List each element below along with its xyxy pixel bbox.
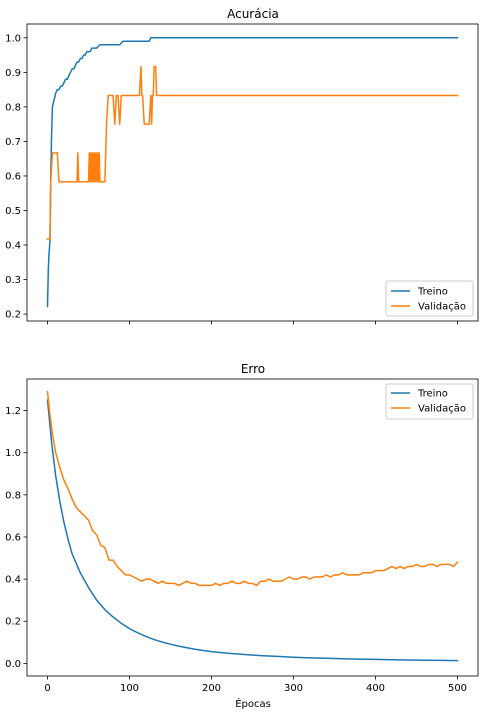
y-tick-label: 0.8 (5, 490, 21, 501)
series-line-validacao (46, 390, 459, 587)
y-tick-label: 0.4 (5, 241, 21, 252)
y-tick-label: 0.4 (5, 575, 21, 586)
ticks: 0 100 200 300 400 500 0.0 0.2 0.4 0.6 0.8 1.0 1.2 (5, 406, 467, 694)
legend: Treino Validação (385, 383, 474, 420)
x-tick-label: 0 (44, 683, 50, 694)
y-tick-label: 0.9 (5, 68, 21, 79)
legend-label-validacao: Validação (418, 404, 466, 415)
y-tick-label: 0.0 (5, 659, 21, 670)
series-lines (46, 390, 459, 662)
axes-frame (26, 378, 479, 677)
accuracy-chart: Acurácia 0.2 0.3 0.4 0.5 0.6 0.7 0.8 0.9 1.0 Tre… (5, 7, 479, 325)
legend-label-treino: Treino (417, 287, 448, 298)
x-axis-label: Épocas (235, 697, 271, 710)
y-tick-label: 1.2 (5, 406, 21, 417)
x-tick-label: 500 (448, 683, 467, 694)
legend-label-validacao: Validação (418, 302, 466, 313)
y-tick-label: 0.6 (5, 171, 21, 182)
legend-label-treino: Treino (417, 389, 448, 400)
x-tick-label: 100 (120, 683, 139, 694)
chart-title: Acurácia (227, 7, 279, 21)
y-tick-label: 1.0 (5, 448, 21, 459)
y-tick-label: 0.2 (5, 310, 21, 321)
legend-box (385, 280, 474, 317)
legend: Treino Validação (385, 280, 474, 317)
series-line-validacao (46, 65, 459, 240)
series-line-treino (46, 399, 459, 662)
series-line-treino (46, 37, 459, 308)
x-tick-label: 400 (366, 683, 385, 694)
x-tick-label: 200 (202, 683, 221, 694)
y-tick-label: 0.2 (5, 617, 21, 628)
x-tick-label: 300 (284, 683, 303, 694)
y-tick-label: 0.3 (5, 275, 21, 286)
y-tick-label: 0.5 (5, 206, 21, 217)
y-tick-label: 0.6 (5, 532, 21, 543)
loss-chart: Erro 0 100 200 300 400 500 0.0 0.2 0.4 0.6 0.8 1.0 1… (5, 362, 479, 710)
chart-title: Erro (241, 362, 265, 376)
axes-frame (26, 23, 479, 322)
ticks: 0.2 0.3 0.4 0.5 0.6 0.7 0.8 0.9 1.0 (5, 33, 458, 325)
y-tick-label: 1.0 (5, 33, 21, 44)
series-lines (46, 37, 459, 308)
y-tick-label: 0.7 (5, 137, 21, 148)
y-tick-label: 0.8 (5, 102, 21, 113)
